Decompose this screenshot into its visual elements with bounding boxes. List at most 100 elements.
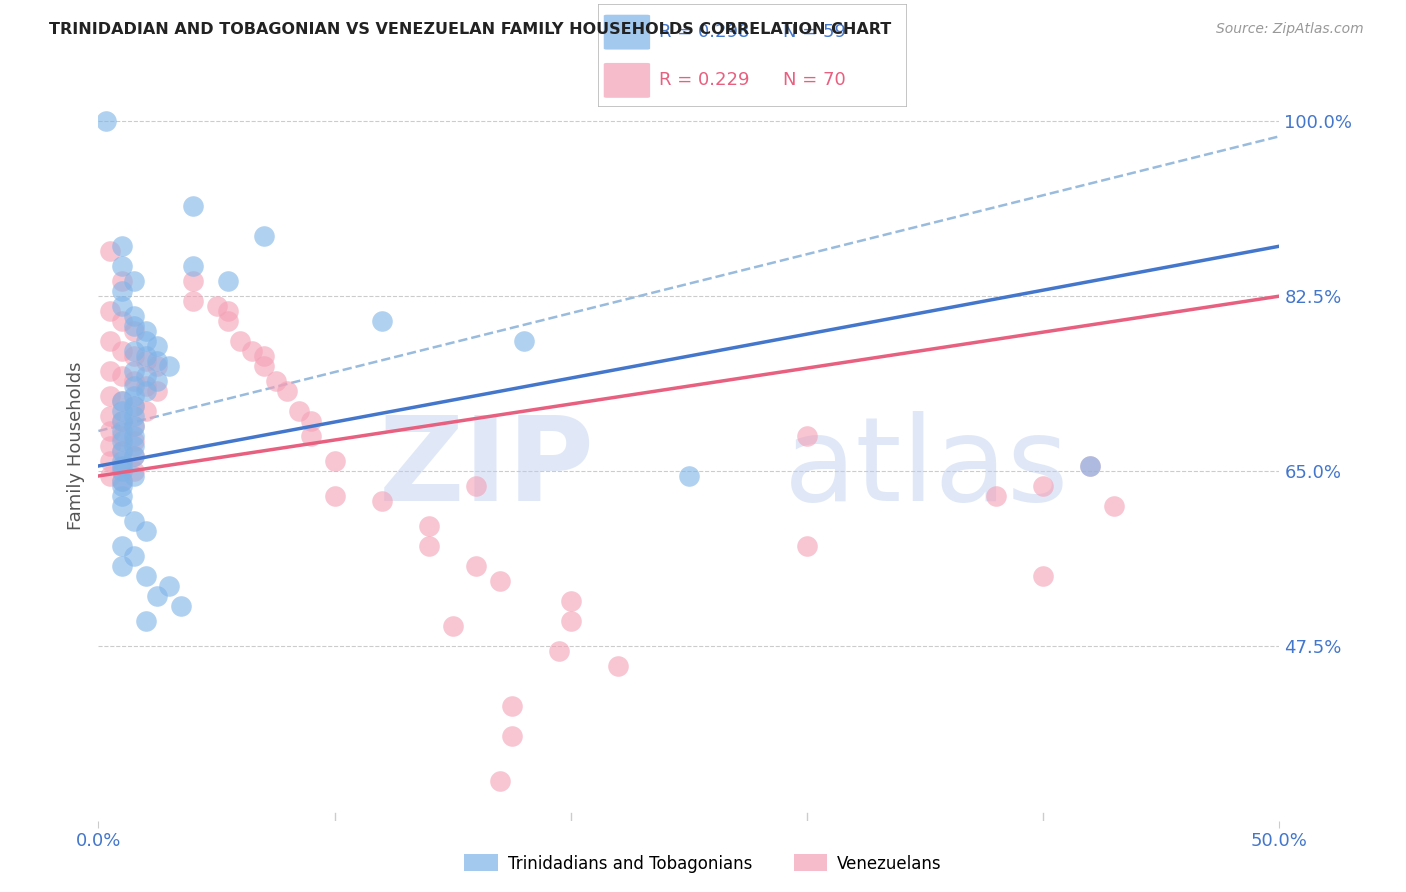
Point (111, 464, 134, 478)
Text: N = 70: N = 70 (783, 71, 846, 89)
Point (135, 614, 157, 628)
Point (796, 429, 818, 443)
Point (205, 299, 228, 313)
Point (111, 444, 134, 458)
Point (111, 434, 134, 448)
Point (181, 294, 204, 309)
Point (122, 449, 145, 463)
Point (111, 424, 134, 438)
Point (122, 274, 145, 288)
Point (501, 698, 523, 713)
Point (122, 439, 145, 453)
Point (229, 334, 252, 348)
Point (111, 474, 134, 488)
Point (122, 379, 145, 393)
Point (371, 314, 394, 328)
Point (548, 644, 571, 658)
Point (111, 474, 134, 488)
Point (122, 399, 145, 413)
Point (135, 524, 157, 538)
Point (560, 594, 582, 608)
Point (111, 274, 134, 288)
Text: Source: ZipAtlas.com: Source: ZipAtlas.com (1216, 22, 1364, 37)
Point (122, 349, 145, 363)
Point (94, 114, 117, 128)
FancyBboxPatch shape (603, 63, 650, 98)
Point (111, 344, 134, 359)
Point (122, 409, 145, 423)
Point (501, 729, 523, 743)
Point (170, 599, 193, 613)
Point (111, 239, 134, 253)
Point (181, 274, 204, 288)
Point (157, 579, 180, 593)
FancyBboxPatch shape (603, 15, 650, 50)
Point (122, 429, 145, 443)
Point (607, 658, 630, 673)
Point (111, 458, 134, 473)
Point (111, 558, 134, 573)
Text: TRINIDADIAN AND TOBAGONIAN VS VENEZUELAN FAMILY HOUSEHOLDS CORRELATION CHART: TRINIDADIAN AND TOBAGONIAN VS VENEZUELAN… (49, 22, 891, 37)
Point (146, 374, 169, 388)
Point (135, 384, 157, 398)
Point (157, 359, 180, 373)
Point (796, 539, 818, 553)
Point (135, 349, 157, 363)
Point (135, 334, 157, 348)
Point (1032, 569, 1054, 583)
Point (111, 404, 134, 418)
Point (146, 384, 169, 398)
Point (111, 479, 134, 493)
Point (135, 354, 157, 368)
Legend: Trinidadians and Tobagonians, Venezuelans: Trinidadians and Tobagonians, Venezuelan… (458, 847, 948, 880)
Point (1032, 479, 1054, 493)
Point (253, 349, 276, 363)
Point (984, 489, 1007, 503)
Point (111, 259, 134, 273)
Point (489, 574, 512, 588)
Point (135, 324, 157, 338)
Point (323, 454, 346, 468)
Point (465, 479, 488, 493)
Point (288, 404, 311, 418)
Point (111, 284, 134, 298)
Text: atlas: atlas (783, 411, 1069, 526)
Point (1080, 458, 1102, 473)
Point (276, 384, 298, 398)
Point (98, 304, 121, 318)
Point (111, 314, 134, 328)
Point (512, 334, 534, 348)
Point (1080, 458, 1102, 473)
Point (122, 364, 145, 378)
Point (146, 359, 169, 373)
Point (98, 409, 121, 423)
Point (135, 404, 157, 418)
Point (371, 494, 394, 508)
Point (1102, 499, 1125, 513)
Point (111, 499, 134, 513)
Point (489, 773, 512, 788)
Point (122, 449, 145, 463)
Point (678, 469, 700, 483)
Point (111, 414, 134, 428)
Point (181, 259, 204, 273)
Point (111, 444, 134, 458)
Point (253, 359, 276, 373)
Point (217, 314, 239, 328)
Point (111, 394, 134, 409)
Point (122, 374, 145, 388)
Point (418, 539, 440, 553)
Point (111, 369, 134, 384)
Point (98, 364, 121, 378)
Point (98, 469, 121, 483)
Point (122, 389, 145, 403)
Point (111, 539, 134, 553)
Point (122, 464, 145, 478)
Point (122, 549, 145, 563)
Point (323, 489, 346, 503)
Point (135, 369, 157, 384)
Point (146, 589, 169, 603)
Point (98, 334, 121, 348)
Point (122, 434, 145, 448)
Text: R = 0.229: R = 0.229 (659, 71, 749, 89)
